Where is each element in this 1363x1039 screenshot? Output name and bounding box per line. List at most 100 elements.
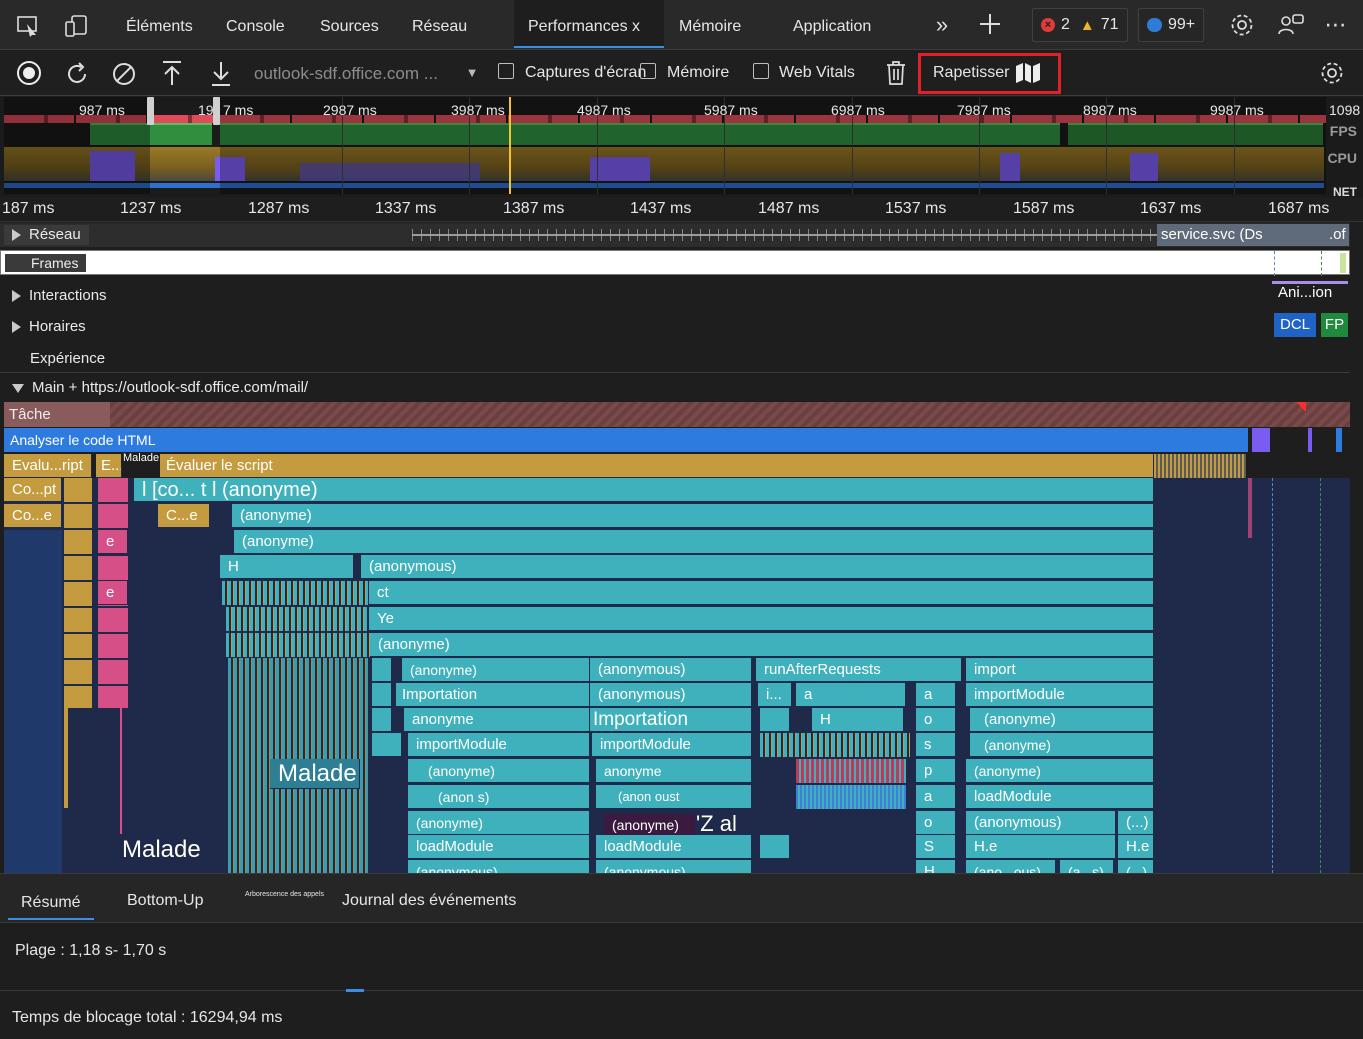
flame-frame[interactable]: (anonyme) [408, 759, 590, 783]
expand-icon[interactable] [12, 321, 21, 334]
flame-frame[interactable]: loadModule [966, 785, 1154, 809]
evaluate-script-bar[interactable]: Évaluer le script [160, 454, 1154, 478]
menu-icon[interactable]: ⋯ [1324, 12, 1348, 37]
flame-frame[interactable]: (anonymous) [596, 860, 752, 873]
upload-icon[interactable] [158, 58, 186, 88]
parse-html-bar[interactable]: Analyser le code HTML [4, 428, 1248, 452]
network-track[interactable]: Réseau service.svc (Ds .of [0, 223, 1350, 247]
flame-frame[interactable]: (anonyme) [604, 814, 696, 836]
flame-frame[interactable]: (anon oust [596, 785, 752, 809]
animation-label[interactable]: Ani...ion [1278, 284, 1333, 301]
interactions-track[interactable]: Interactions [0, 284, 1350, 308]
webvitals-checkbox[interactable] [753, 63, 769, 79]
expand-icon[interactable] [12, 229, 21, 242]
timeline-overview[interactable]: 987 ms 19 7 ms 2987 ms 3987 ms 4987 ms 5… [0, 97, 1363, 199]
flame-frame[interactable]: (anonyme) [232, 504, 1154, 528]
messages-counter[interactable]: 99+ [1138, 8, 1205, 42]
flame-frame[interactable]: runAfterRequests [756, 658, 962, 682]
main-track-header[interactable]: Main + https://outlook-sdf.office.com/ma… [0, 376, 1350, 400]
tab-performance[interactable]: Performances x [514, 0, 664, 48]
expand-icon[interactable] [12, 290, 21, 303]
flame-frame[interactable]: Co...pt [4, 478, 62, 502]
chevron-down-icon[interactable]: ▼ [465, 64, 479, 80]
record-icon[interactable] [16, 60, 42, 86]
trash-icon[interactable] [883, 59, 909, 87]
flame-frame[interactable]: (anonyme) [970, 733, 1154, 757]
map-icon[interactable] [1014, 62, 1042, 84]
flame-frame[interactable] [372, 683, 392, 707]
flame-frame[interactable]: (anonyme) [408, 811, 590, 835]
experience-track[interactable]: Expérience [0, 347, 1350, 371]
flame-frame[interactable]: (...) [1118, 860, 1154, 873]
tab-bottom-up[interactable]: Bottom-Up [127, 892, 204, 909]
more-tabs-icon[interactable]: » [935, 12, 949, 37]
network-request-bar-2[interactable]: .of [1329, 224, 1349, 246]
evaluate-script-bar[interactable]: Evalu...ript [4, 454, 92, 478]
flame-frame[interactable]: (anonymous) [590, 683, 752, 707]
flame-frame[interactable]: (anonymous) [966, 811, 1116, 835]
parse-html-bar[interactable] [1252, 428, 1270, 452]
flame-frame[interactable]: (anonyme) [966, 759, 1154, 783]
flame-frame[interactable]: s [916, 733, 956, 757]
flame-frame[interactable]: o [916, 708, 956, 732]
flame-frame[interactable]: Importation [590, 708, 752, 732]
flame-frame[interactable]: anonyme [404, 708, 590, 732]
flame-frame[interactable]: i... [758, 683, 792, 707]
flame-frame[interactable]: (anonyme) [970, 708, 1154, 732]
evaluate-script-bar[interactable]: E... [96, 454, 122, 478]
flame-frame[interactable] [372, 658, 392, 682]
collapse-icon[interactable] [12, 383, 24, 393]
selection-handle-right[interactable] [213, 97, 220, 125]
flame-frame[interactable]: l [co... t l (anonyme) [134, 478, 1154, 502]
clear-icon[interactable] [110, 60, 138, 88]
flame-frame[interactable]: loadModule [596, 835, 752, 859]
flame-chart[interactable]: Co...pt Co...e e e l [co... t l (anonyme… [4, 478, 1350, 873]
flame-frame[interactable] [372, 708, 392, 732]
issues-counter[interactable]: × 2 ▲ 71 [1032, 8, 1128, 42]
tab-elements[interactable]: Éléments [126, 18, 193, 35]
flame-frame[interactable]: (anon s) [408, 785, 590, 809]
download-icon[interactable] [207, 58, 235, 88]
flame-frame[interactable]: H [220, 555, 354, 579]
flame-frame[interactable]: Co...e [4, 504, 62, 528]
fp-marker[interactable]: FP [1321, 313, 1348, 337]
memory-checkbox[interactable] [640, 63, 656, 79]
flame-frame[interactable] [372, 733, 402, 757]
flame-frame[interactable]: H [916, 860, 956, 873]
tab-memory[interactable]: Mémoire [679, 18, 742, 35]
profile-select[interactable]: outlook-sdf.office.com ... [254, 64, 438, 83]
flame-frame[interactable]: e [98, 581, 128, 605]
flame-frame[interactable]: importModule [408, 733, 590, 757]
flame-frame[interactable]: C...e [158, 504, 210, 528]
flame-frame[interactable]: a [796, 683, 906, 707]
flame-frame[interactable]: importModule [592, 733, 752, 757]
flame-frame[interactable]: (anonyme) [370, 633, 1154, 657]
flame-frame[interactable]: S [916, 835, 956, 859]
flame-frame[interactable]: loadModule [408, 835, 590, 859]
screenshots-checkbox[interactable] [498, 63, 514, 79]
frames-track[interactable]: Frames [0, 250, 1350, 276]
capture-settings-icon[interactable] [1318, 59, 1346, 87]
flame-frame[interactable]: p [916, 759, 956, 783]
tab-network[interactable]: Réseau [412, 18, 468, 35]
tab-summary[interactable]: Résumé [8, 874, 94, 920]
dcl-marker[interactable]: DCL [1274, 313, 1316, 337]
minimize-button[interactable]: Rapetisser [933, 64, 1010, 81]
inspect-icon[interactable] [14, 13, 42, 39]
flame-frame[interactable]: a [916, 683, 956, 707]
flame-frame[interactable] [760, 708, 790, 732]
add-tab-icon[interactable] [976, 10, 1004, 38]
tab-call-tree[interactable]: Arborescence des appels [245, 891, 324, 898]
feedback-icon[interactable] [1276, 11, 1306, 39]
tab-event-log[interactable]: Journal des événements [342, 892, 517, 909]
device-icon[interactable] [62, 13, 90, 39]
network-request-bar[interactable]: service.svc (Ds [1157, 224, 1329, 246]
flame-frame[interactable]: (...) [1118, 811, 1154, 835]
flame-frame[interactable]: (a...s) [1060, 860, 1114, 873]
flame-frame[interactable]: H [812, 708, 904, 732]
flame-frame[interactable]: (anonyme) [234, 530, 1154, 554]
flame-frame[interactable]: a [916, 785, 956, 809]
selection-handle-left[interactable] [147, 97, 154, 125]
flame-frame[interactable]: import [966, 658, 1154, 682]
reload-icon[interactable] [63, 60, 91, 88]
